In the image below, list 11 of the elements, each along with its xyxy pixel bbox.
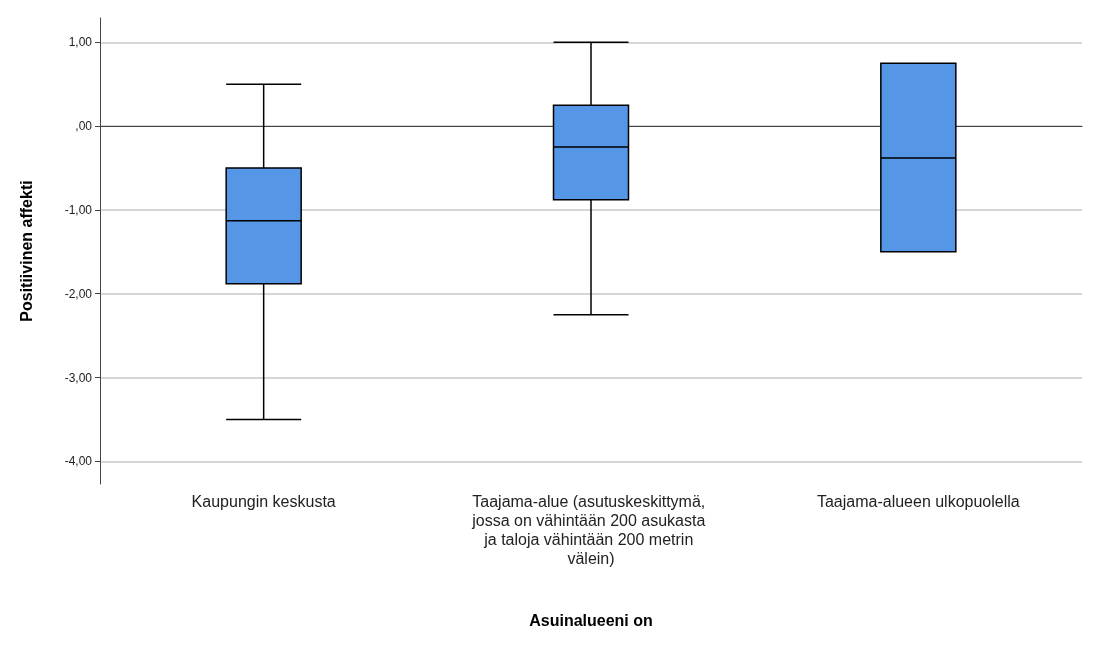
y-axis-title: Positiivinen affekti <box>17 180 35 322</box>
x-tick-label: Taajama-alue (asutuskeskittymä, jossa on vähintään 200 asukasta ja taloja vähintään 200 metrin välein) <box>471 493 710 567</box>
y-tick-label: ,00 <box>75 119 93 134</box>
y-tick-label: -4,00 <box>64 454 93 469</box>
y-tick-label: -2,00 <box>64 286 93 301</box>
y-tick-label: -3,00 <box>64 370 93 385</box>
y-tick-label: -1,00 <box>64 202 93 217</box>
x-tick-label: Kaupungin keskusta <box>191 493 336 510</box>
y-tick-label: 1,00 <box>68 35 93 50</box>
x-tick-label: Taajama-alueen ulkopuolella <box>816 493 1020 510</box>
x-axis-title: Asuinalueeni on <box>529 611 653 629</box>
